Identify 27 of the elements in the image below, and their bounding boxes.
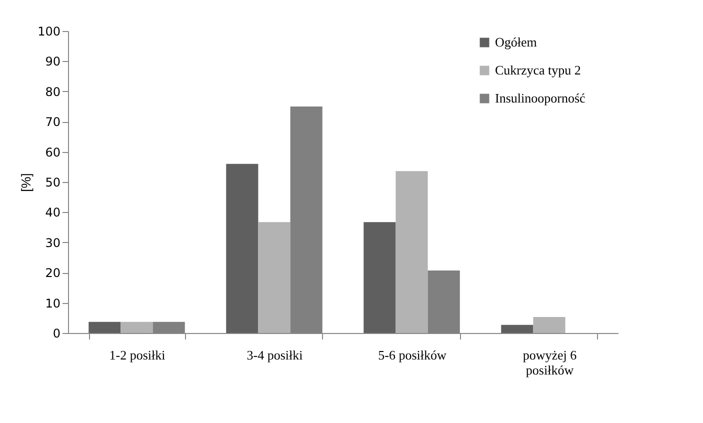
bar xyxy=(533,316,566,333)
y-tick-label: 50 xyxy=(45,176,60,190)
y-tick-label: 60 xyxy=(45,145,60,160)
y-tick-label: 20 xyxy=(45,266,60,280)
x-tick-label: 5-6 posiłków xyxy=(378,348,447,362)
y-tick-label: 70 xyxy=(45,115,60,130)
bar xyxy=(120,322,153,333)
bar xyxy=(88,322,121,333)
legend-label: Ogółem xyxy=(495,34,537,50)
legend-label: Insulinooporność xyxy=(495,90,586,106)
bar xyxy=(226,164,258,333)
y-tick-label: 80 xyxy=(45,84,60,99)
legend-label: Cukrzyca typu 2 xyxy=(495,62,581,78)
y-tick-label: 90 xyxy=(45,54,60,69)
bar xyxy=(396,171,428,333)
x-tick-label: 3-4 posiłki xyxy=(246,348,304,362)
x-tick-label: 1-2 posiłki xyxy=(109,348,166,362)
y-tick-label: 10 xyxy=(45,296,60,310)
bar xyxy=(364,222,396,333)
bar xyxy=(501,324,534,333)
y-tick-label: 40 xyxy=(45,206,60,220)
x-tick-label: powyżej 6 posiłków xyxy=(522,348,578,378)
bar xyxy=(258,222,290,333)
y-tick-label: 100 xyxy=(38,24,60,38)
y-tick-label: 0 xyxy=(52,326,60,340)
y-tick-label: 30 xyxy=(45,236,60,250)
y-axis-title: [%] xyxy=(18,173,34,192)
